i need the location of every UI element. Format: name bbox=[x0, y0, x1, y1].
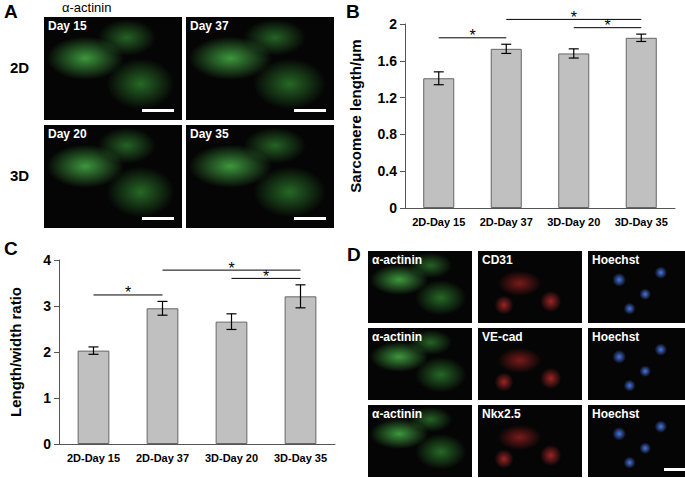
svg-text:0: 0 bbox=[389, 200, 397, 216]
svg-text:Sarcomere length/μm: Sarcomere length/μm bbox=[347, 39, 364, 192]
svg-text:*: * bbox=[228, 260, 234, 277]
html-text:D: D bbox=[347, 244, 361, 265]
html-text:C: C bbox=[4, 238, 18, 259]
html-text:B: B bbox=[346, 1, 360, 22]
html-text:A: A bbox=[4, 1, 18, 22]
svg-text:Length/width ratio: Length/width ratio bbox=[7, 287, 24, 417]
svg-text:2: 2 bbox=[389, 16, 397, 32]
svg-text:4: 4 bbox=[43, 252, 51, 268]
svg-text:1.6: 1.6 bbox=[378, 53, 398, 69]
html-text:3D: 3D bbox=[10, 166, 30, 184]
html-text:2D: 2D bbox=[10, 58, 30, 76]
svg-text:2D-Day 37: 2D-Day 37 bbox=[480, 216, 533, 228]
svg-text:3D-Day 35: 3D-Day 35 bbox=[615, 216, 668, 228]
svg-text:3D-Day 20: 3D-Day 20 bbox=[205, 452, 258, 464]
svg-text:*: * bbox=[263, 268, 269, 285]
html-text:CD31: CD31 bbox=[482, 253, 513, 267]
html-text:Hoechst: Hoechst bbox=[592, 407, 640, 421]
svg-text:0.4: 0.4 bbox=[378, 163, 398, 179]
html-text:Day 20: Day 20 bbox=[48, 127, 87, 141]
html-text:Nkx2.5: Nkx2.5 bbox=[482, 407, 521, 421]
html-text:Day 37: Day 37 bbox=[190, 19, 229, 33]
html-text:Day 15: Day 15 bbox=[48, 19, 87, 33]
html-text:Hoechst: Hoechst bbox=[592, 253, 640, 267]
html-text:Day 35: Day 35 bbox=[190, 127, 229, 141]
svg-text:2D-Day 15: 2D-Day 15 bbox=[67, 452, 120, 464]
svg-text:2: 2 bbox=[43, 344, 51, 360]
svg-text:3: 3 bbox=[43, 298, 51, 314]
html-text:α-actinin: α-actinin bbox=[62, 0, 112, 15]
svg-text:0.8: 0.8 bbox=[378, 126, 398, 142]
svg-text:3D-Day 20: 3D-Day 20 bbox=[547, 216, 600, 228]
svg-text:*: * bbox=[604, 17, 610, 34]
html-text:α-actinin: α-actinin bbox=[372, 330, 422, 344]
svg-text:2D-Day 15: 2D-Day 15 bbox=[412, 216, 465, 228]
html-text:Hoechst: Hoechst bbox=[592, 330, 640, 344]
svg-text:*: * bbox=[469, 27, 475, 44]
svg-text:0: 0 bbox=[43, 436, 51, 452]
svg-text:*: * bbox=[571, 9, 577, 26]
svg-text:3D-Day 35: 3D-Day 35 bbox=[274, 452, 327, 464]
html-text:VE-cad: VE-cad bbox=[482, 330, 523, 344]
html-text:α-actinin: α-actinin bbox=[372, 407, 422, 421]
svg-text:1.2: 1.2 bbox=[378, 90, 398, 106]
svg-text:2D-Day 37: 2D-Day 37 bbox=[136, 452, 189, 464]
svg-text:1: 1 bbox=[43, 390, 51, 406]
svg-text:*: * bbox=[125, 284, 131, 301]
html-text:α-actinin: α-actinin bbox=[372, 253, 422, 267]
